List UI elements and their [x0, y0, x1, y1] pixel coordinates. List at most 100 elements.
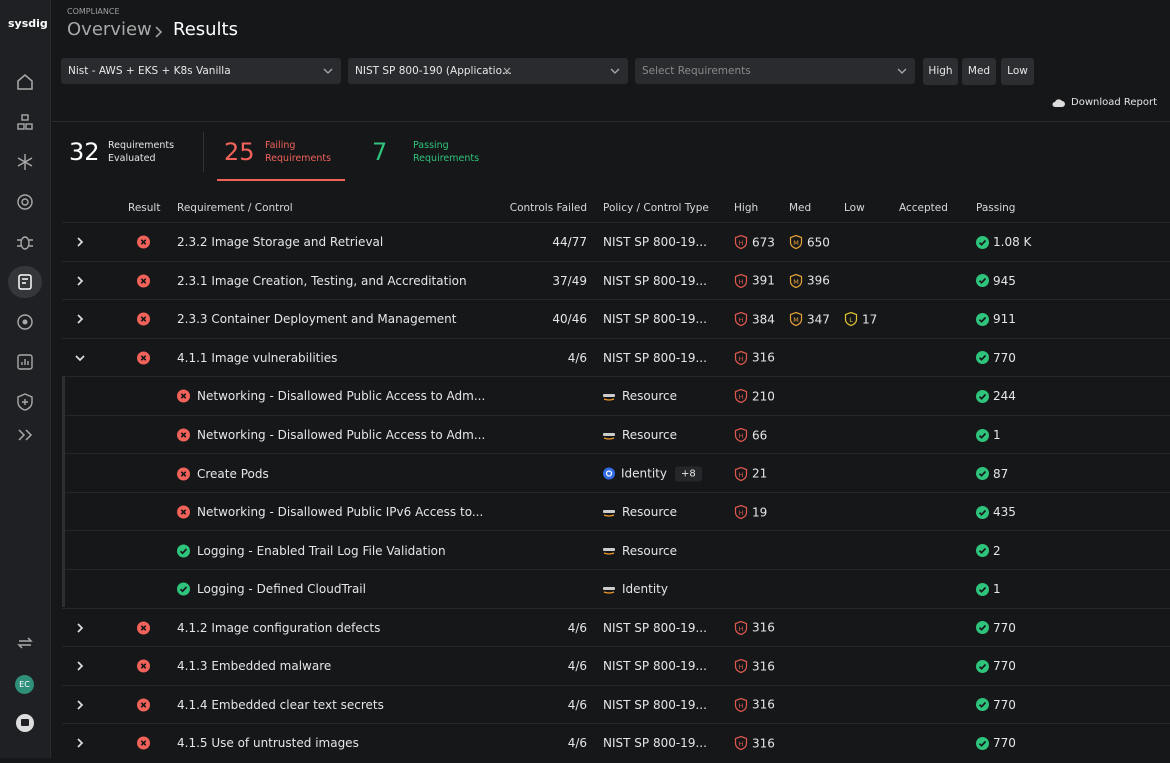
nav-inventory[interactable] [13, 110, 37, 134]
column-header[interactable]: High [734, 202, 759, 214]
control-row[interactable]: Networking - Disallowed Public IPv6 Acce… [62, 491, 1170, 532]
requirement-row[interactable]: 4.1.5 Use of untrusted images 4/6 NIST SP … [62, 723, 1170, 763]
passing-count: 770 [976, 659, 1016, 673]
passing-count: 770 [976, 698, 1016, 712]
severity-filter[interactable]: Med [962, 58, 996, 85]
nav-policies[interactable] [13, 390, 37, 414]
logo[interactable]: sysdig [8, 17, 48, 30]
column-header[interactable]: Passing [976, 202, 1016, 214]
severity-letter: H [739, 393, 744, 401]
nav-identity[interactable] [13, 310, 37, 334]
aws-icon [603, 393, 615, 401]
control-type-name: Resource [622, 428, 678, 443]
summary-label[interactable]: Passing Requirements [413, 140, 480, 164]
nav-switch[interactable] [13, 631, 37, 655]
severity-value: 650 [807, 235, 830, 250]
requirement-row[interactable]: 4.1.3 Embedded malware 4/6 NIST SP 800-19.… [62, 646, 1170, 686]
column-header[interactable]: Policy / Control Type [603, 202, 709, 214]
nav-compliance[interactable] [13, 270, 37, 294]
requirement-row[interactable]: 2.3.3 Container Deployment and Managemen… [62, 299, 1170, 339]
policy-set-select[interactable]: Nist - AWS + EKS + K8s Vanilla [61, 58, 341, 84]
severity-count: H 210 [734, 389, 775, 404]
requirement-row[interactable]: 2.3.1 Image Creation, Testing, and Accre… [62, 260, 1170, 301]
severity-letter: H [739, 702, 744, 710]
severity-count: L 17 [844, 312, 877, 327]
control-name: Logging - Enabled Trail Log File Validat… [197, 543, 446, 558]
control-row[interactable]: Logging - Enabled Trail Log File Validat… [62, 530, 1170, 570]
nav-chat[interactable] [13, 711, 37, 735]
result-icon [137, 351, 150, 365]
requirements-select[interactable]: Select Requirements [635, 58, 915, 84]
aws-icon [603, 509, 615, 517]
control-type-name: Identity [621, 466, 667, 481]
nav-reports[interactable] [13, 350, 37, 374]
control-type-name: Resource [622, 505, 678, 520]
summary-label[interactable]: Failing Requirements [265, 140, 332, 164]
avatar[interactable]: EC [15, 675, 34, 694]
result-icon [137, 235, 150, 249]
result-icon [177, 467, 190, 481]
policy-name: NIST SP 800-19... [603, 736, 707, 751]
severity-icon: M [789, 235, 803, 250]
controls-failed: 44/77 [552, 235, 587, 250]
result-icon [976, 698, 989, 712]
result-icon [976, 736, 989, 750]
severity-letter: H [739, 355, 744, 363]
control-row[interactable]: Networking - Disallowed Public Access to… [62, 376, 1170, 416]
severity-count: H 673 [734, 235, 775, 250]
summary-count[interactable]: 32 [69, 138, 100, 166]
severity-value: 316 [752, 697, 775, 712]
policy-select[interactable]: NIST SP 800-190 (Applicatio... [348, 58, 628, 84]
nav-insights[interactable] [13, 150, 37, 174]
summary-count[interactable]: 7 [372, 138, 388, 166]
severity-count: M 347 [789, 312, 830, 327]
passing-count: 2 [976, 544, 1001, 558]
passing-count: 244 [976, 389, 1016, 403]
requirement-row[interactable]: 4.1.2 Image configuration defects 4/6 NIST… [62, 607, 1170, 648]
severity-count: M 396 [789, 273, 830, 288]
requirement-row[interactable]: 4.1.1 Image vulnerabilities 4/6 NIST SP 80… [62, 337, 1170, 378]
column-header[interactable]: Controls Failed [509, 202, 587, 214]
column-header[interactable]: Low [844, 202, 865, 214]
summary-count[interactable]: 25 [224, 138, 255, 166]
severity-value: 19 [752, 505, 768, 520]
result-icon [137, 659, 150, 673]
requirement-name: 4.1.4 Embedded clear text secrets [177, 697, 384, 712]
severity-letter: H [739, 316, 744, 324]
control-type: Resource [603, 544, 677, 558]
severity-icon: H [734, 273, 748, 288]
nav-expand[interactable] [13, 423, 37, 447]
control-name: Logging - Defined CloudTrail [197, 582, 366, 597]
control-type: Resource [603, 389, 677, 403]
breadcrumb-parent[interactable]: Overview [67, 19, 152, 40]
control-row[interactable]: Logging - Defined CloudTrail Identity 1 [62, 568, 1170, 609]
requirement-name: 4.1.3 Embedded malware [177, 659, 332, 674]
download-button[interactable]: Download Report [1052, 97, 1157, 108]
aws-icon [603, 586, 615, 594]
group-indicator [62, 376, 65, 608]
column-header[interactable]: Result [128, 202, 161, 214]
severity-filter[interactable]: Low [1001, 58, 1034, 85]
severity-value: 316 [752, 659, 775, 674]
control-row[interactable]: Networking - Disallowed Public Access to… [62, 414, 1170, 455]
requirement-row[interactable]: 2.3.2 Image Storage and Retrieval 44/77 NI… [62, 222, 1170, 262]
severity-value: 210 [752, 389, 775, 404]
severity-filter[interactable]: High [923, 58, 958, 85]
severity-count: H 316 [734, 736, 775, 751]
column-header[interactable]: Requirement / Control [177, 202, 293, 214]
control-row[interactable]: Create Pods Identity +8 H 21 87 [62, 453, 1170, 493]
severity-icon: H [734, 697, 748, 712]
nav-home[interactable] [13, 70, 37, 94]
passing-count: 1 [976, 428, 1001, 442]
column-header[interactable]: Accepted [899, 202, 948, 214]
more-tag[interactable]: +8 [675, 466, 702, 482]
severity-value: 316 [752, 350, 775, 365]
requirement-row[interactable]: 4.1.4 Embedded clear text secrets 4/6 NIST… [62, 684, 1170, 725]
nav-threats[interactable] [13, 230, 37, 254]
result-icon [976, 235, 989, 249]
summary-label[interactable]: Requirements Evaluated [108, 140, 175, 164]
expand-toggle [77, 237, 84, 247]
nav-vulnerabilities[interactable] [13, 190, 37, 214]
passing-value: 911 [993, 312, 1016, 327]
column-header[interactable]: Med [789, 202, 812, 214]
